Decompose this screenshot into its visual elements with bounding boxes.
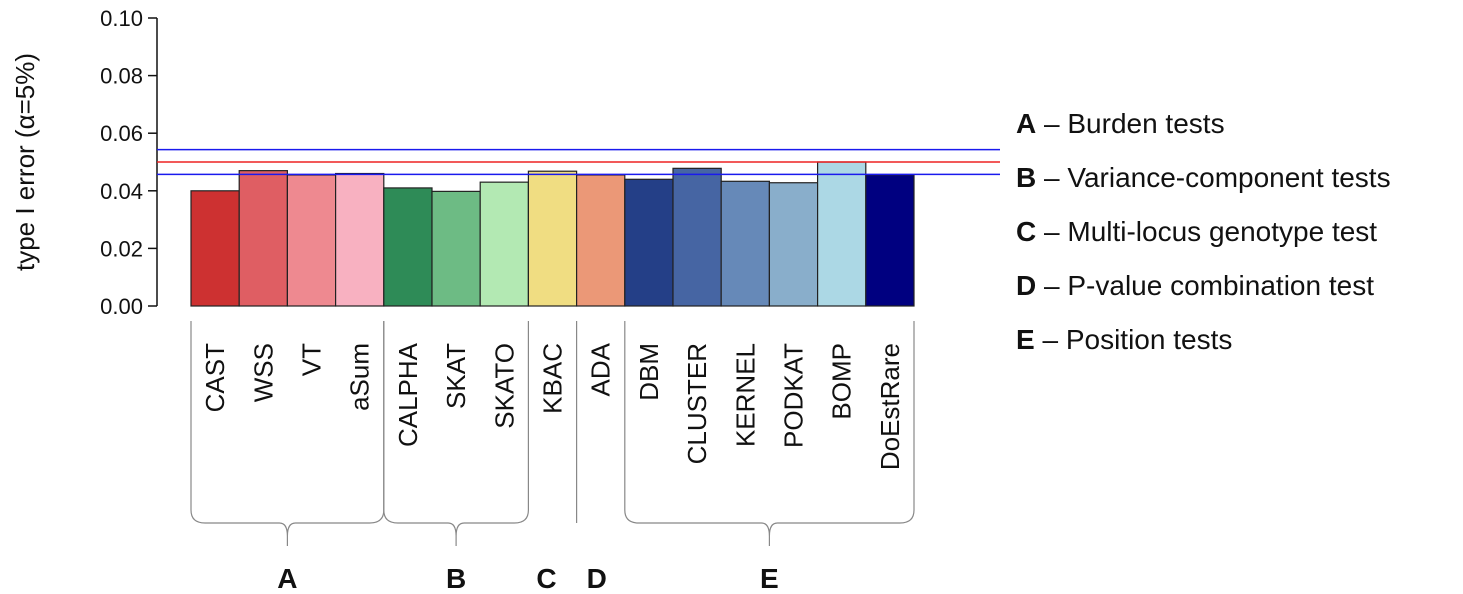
x-tick-label: DoEstRare <box>875 343 905 470</box>
group-bracket <box>624 321 915 537</box>
x-tick-label: DBM <box>634 343 664 401</box>
bar <box>768 182 819 307</box>
bar <box>431 190 481 307</box>
bar <box>575 174 626 307</box>
x-tick-label: VT <box>297 343 327 376</box>
y-axis: 0.00 0.02 0.04 0.06 0.08 0.10 <box>100 6 158 319</box>
legend-text: – Position tests <box>1034 324 1233 355</box>
legend-letter: C <box>1016 216 1037 247</box>
legend-letter: E <box>1016 324 1035 355</box>
x-tick-label: BOMP <box>827 343 857 420</box>
x-tick-label: aSum <box>345 343 375 411</box>
legend-text: – Variance-component tests <box>1036 162 1391 193</box>
bar <box>527 170 578 307</box>
legend: A – Burden tests B – Variance-component … <box>1016 108 1456 378</box>
legend-item-a: A – Burden tests <box>1016 108 1456 162</box>
legend-letter: A <box>1016 108 1037 139</box>
legend-item-c: C – Multi-locus genotype test <box>1016 216 1456 270</box>
bar <box>672 167 722 307</box>
legend-text: – Burden tests <box>1036 108 1225 139</box>
bar-chart: type I error (α=5%) 0.00 0.02 0.04 0.06 0.08… <box>10 6 1000 594</box>
x-tick-label: KERNEL <box>730 343 760 447</box>
bar <box>383 187 433 307</box>
x-tick-label: ADA <box>586 342 616 396</box>
bar <box>624 178 674 307</box>
x-tick-label: WSS <box>248 343 278 402</box>
legend-letter: B <box>1016 162 1037 193</box>
legend-item-e: E – Position tests <box>1016 324 1456 378</box>
group-letter: B <box>446 563 466 594</box>
bar <box>238 170 288 307</box>
legend-text: – P-value combination test <box>1036 270 1374 301</box>
group-letter: A <box>277 563 297 594</box>
x-tick-label: CAST <box>200 343 230 412</box>
bar <box>720 180 771 307</box>
x-tick-labels: CAST WSS VT aSum CALPHA SKAT SKATO KBAC ADA DBM CL… <box>200 342 905 470</box>
bar <box>335 172 385 307</box>
y-tick-label: 0.08 <box>100 64 143 89</box>
y-axis-label: type I error (α=5%) <box>10 53 40 271</box>
bar <box>286 174 337 307</box>
reference-lines <box>157 148 1000 176</box>
y-tick-label: 0.02 <box>100 236 143 261</box>
group-letter: D <box>587 563 607 594</box>
bar <box>479 181 530 307</box>
x-tick-label: CALPHA <box>393 342 423 447</box>
bars <box>190 161 915 307</box>
group-letter: E <box>760 563 779 594</box>
legend-item-d: D – P-value combination test <box>1016 270 1456 324</box>
bar <box>190 190 240 307</box>
x-tick-label: SKATO <box>489 343 519 429</box>
y-tick-label: 0.10 <box>100 6 143 31</box>
y-tick-label: 0.06 <box>100 121 143 146</box>
legend-text: – Multi-locus genotype test <box>1036 216 1378 247</box>
bar <box>865 174 915 307</box>
bar <box>816 161 867 307</box>
x-tick-label: CLUSTER <box>682 343 712 464</box>
y-tick-label: 0.04 <box>100 179 143 204</box>
y-tick-label: 0.00 <box>100 294 143 319</box>
x-tick-label: SKAT <box>441 343 471 409</box>
legend-letter: D <box>1016 270 1037 301</box>
legend-item-b: B – Variance-component tests <box>1016 162 1456 216</box>
x-tick-label: PODKAT <box>779 343 809 448</box>
x-tick-label: KBAC <box>538 343 568 414</box>
group-letter: C <box>536 563 556 594</box>
